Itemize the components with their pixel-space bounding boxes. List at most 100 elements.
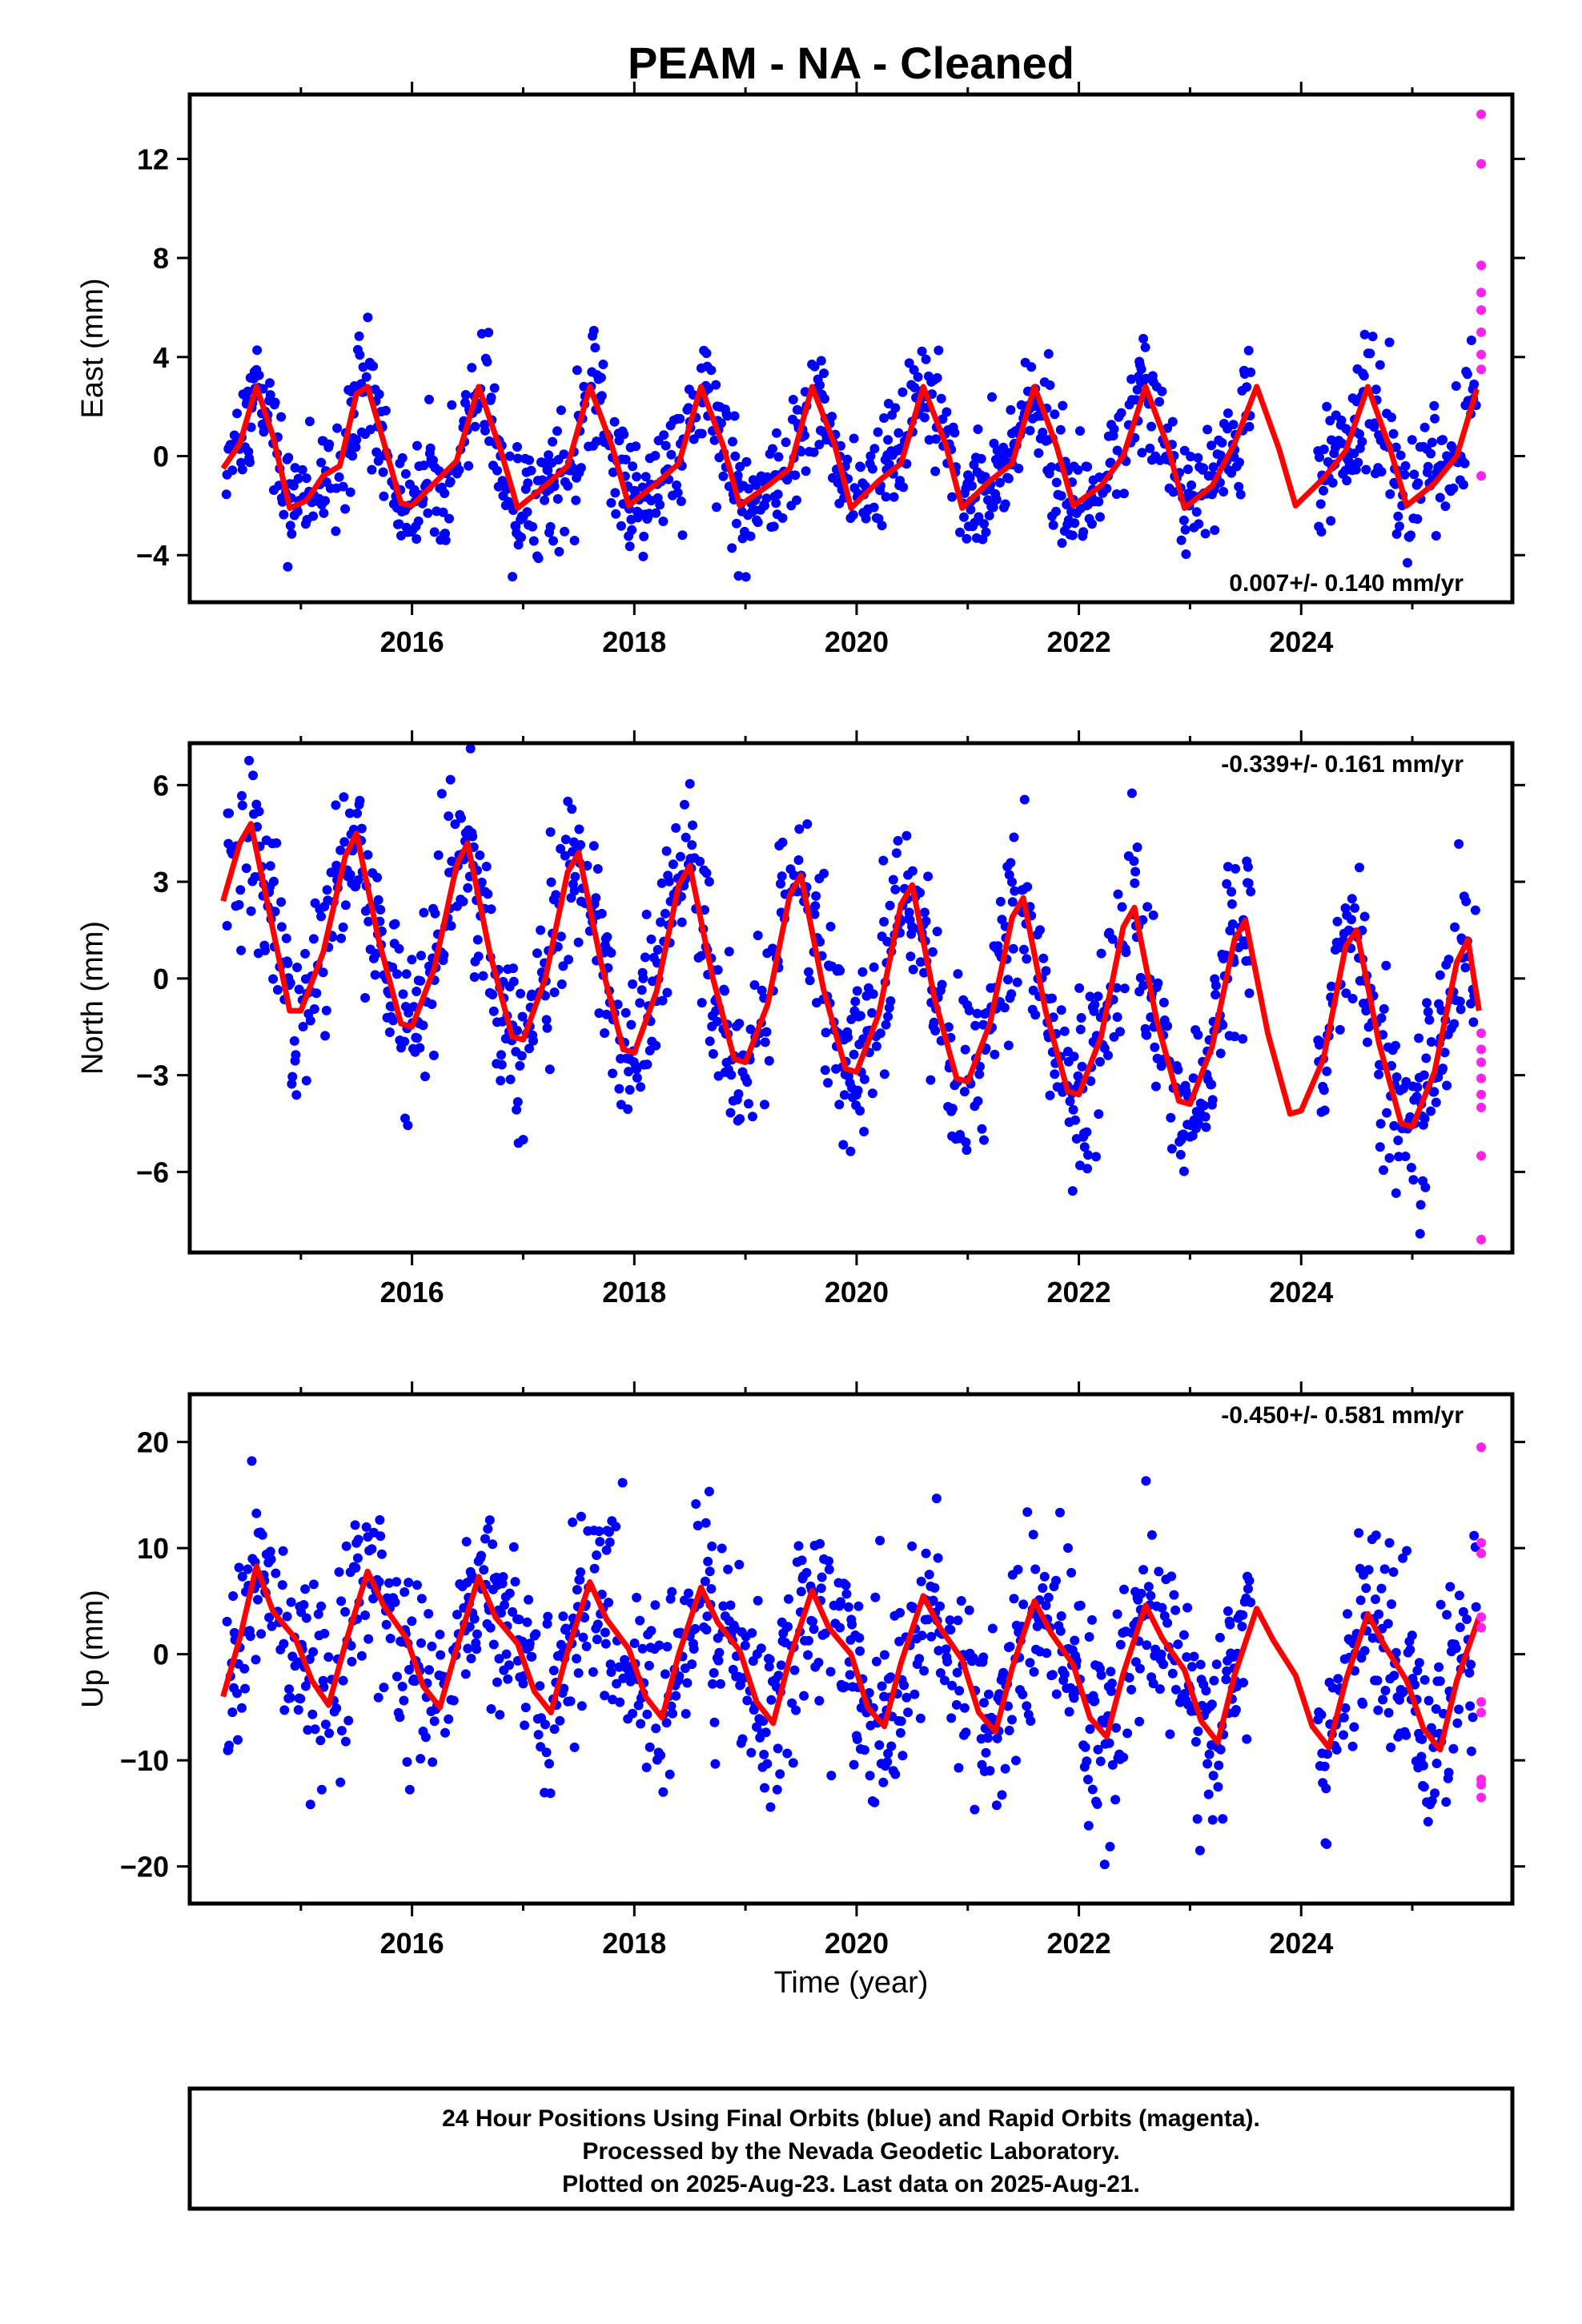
final-orbit-point bbox=[1469, 379, 1480, 389]
final-orbit-point bbox=[576, 1511, 586, 1522]
final-orbit-point bbox=[1106, 457, 1116, 468]
final-orbit-point bbox=[954, 1763, 964, 1773]
final-orbit-point bbox=[1450, 922, 1460, 932]
final-orbit-point bbox=[1070, 1635, 1080, 1646]
final-orbit-point bbox=[930, 1582, 940, 1593]
final-orbit-point bbox=[1003, 1040, 1014, 1051]
final-orbit-point bbox=[998, 1667, 1009, 1678]
final-orbit-point bbox=[614, 1662, 624, 1672]
final-orbit-point bbox=[1200, 1112, 1211, 1122]
final-orbit-point bbox=[1455, 996, 1465, 1007]
final-orbit-point bbox=[257, 1530, 267, 1540]
final-orbit-point bbox=[959, 512, 969, 522]
final-orbit-point bbox=[1188, 1073, 1199, 1084]
final-orbit-point bbox=[407, 955, 417, 965]
final-orbit-point bbox=[420, 1732, 431, 1743]
final-orbit-point bbox=[554, 546, 564, 557]
final-orbit-point bbox=[1039, 1571, 1050, 1582]
final-orbit-point bbox=[363, 312, 373, 323]
rapid-orbit-point bbox=[1476, 1538, 1487, 1548]
final-orbit-point bbox=[1359, 371, 1369, 381]
final-orbit-point bbox=[959, 1087, 970, 1097]
final-orbit-point bbox=[307, 1709, 318, 1719]
final-orbit-point bbox=[762, 1759, 773, 1769]
final-orbit-point bbox=[1136, 364, 1146, 375]
final-orbit-point bbox=[234, 899, 244, 910]
final-orbit-point bbox=[657, 995, 668, 1006]
final-orbit-point bbox=[1443, 1767, 1454, 1778]
final-orbit-point bbox=[467, 363, 477, 373]
final-orbit-point bbox=[1332, 916, 1343, 927]
final-orbit-point bbox=[1339, 1712, 1349, 1723]
final-orbit-point bbox=[1109, 424, 1119, 434]
final-orbit-point bbox=[742, 1695, 753, 1706]
final-orbit-point bbox=[523, 478, 533, 489]
final-orbit-point bbox=[642, 1059, 652, 1070]
final-orbit-point bbox=[1371, 1530, 1381, 1541]
final-orbit-point bbox=[1373, 1705, 1383, 1715]
final-orbit-point bbox=[942, 1656, 953, 1667]
final-orbit-point bbox=[390, 1597, 400, 1607]
final-orbit-point bbox=[632, 1072, 642, 1083]
final-orbit-point bbox=[1003, 473, 1014, 484]
final-orbit-point bbox=[390, 919, 400, 929]
final-orbit-point bbox=[853, 1601, 864, 1611]
final-orbit-point bbox=[987, 1623, 998, 1634]
final-orbit-point bbox=[399, 1695, 409, 1706]
final-orbit-point bbox=[1326, 516, 1336, 526]
final-orbit-point bbox=[962, 1145, 972, 1156]
final-orbit-point bbox=[1333, 1674, 1343, 1684]
final-orbit-point bbox=[885, 1672, 896, 1683]
final-orbit-point bbox=[901, 830, 912, 841]
final-orbit-point bbox=[873, 427, 883, 437]
final-orbit-point bbox=[1391, 1040, 1400, 1051]
final-orbit-point bbox=[819, 868, 829, 879]
final-orbit-point bbox=[335, 1777, 346, 1787]
final-orbit-point bbox=[1179, 445, 1190, 456]
final-orbit-point bbox=[1431, 1704, 1441, 1714]
final-orbit-point bbox=[835, 1622, 845, 1633]
final-orbit-point bbox=[461, 1537, 472, 1547]
final-orbit-point bbox=[1162, 1021, 1173, 1031]
final-orbit-point bbox=[1038, 953, 1049, 963]
final-orbit-point bbox=[1391, 1072, 1402, 1082]
rapid-orbit-point bbox=[1476, 349, 1487, 360]
final-orbit-point bbox=[1105, 1841, 1115, 1852]
final-orbit-point bbox=[1117, 902, 1127, 912]
rapid-orbit-point bbox=[1476, 471, 1487, 481]
final-orbit-point bbox=[320, 1031, 331, 1041]
final-orbit-point bbox=[353, 875, 363, 885]
final-orbit-point bbox=[992, 1733, 1002, 1743]
final-orbit-point bbox=[705, 1036, 715, 1047]
final-orbit-point bbox=[816, 1583, 826, 1594]
final-orbit-point bbox=[630, 486, 640, 497]
final-orbit-point bbox=[1355, 429, 1364, 439]
final-orbit-point bbox=[1170, 1605, 1181, 1615]
final-orbit-point bbox=[448, 1695, 459, 1706]
final-orbit-point bbox=[1154, 396, 1165, 407]
final-orbit-point bbox=[804, 1635, 813, 1646]
final-orbit-point bbox=[492, 465, 502, 476]
final-orbit-point bbox=[548, 1666, 559, 1675]
final-orbit-point bbox=[336, 1596, 347, 1606]
final-orbit-point bbox=[374, 389, 384, 400]
final-orbit-point bbox=[728, 436, 737, 447]
final-orbit-point bbox=[279, 1638, 289, 1649]
final-orbit-point bbox=[741, 572, 751, 582]
final-orbit-point bbox=[1391, 1188, 1401, 1198]
final-orbit-point bbox=[1387, 1599, 1396, 1610]
final-orbit-point bbox=[1399, 469, 1410, 480]
final-orbit-point bbox=[913, 372, 923, 382]
final-orbit-point bbox=[1243, 862, 1253, 872]
final-orbit-point bbox=[612, 999, 623, 1010]
final-orbit-point bbox=[1145, 443, 1155, 453]
final-orbit-point bbox=[610, 488, 620, 498]
final-orbit-point bbox=[545, 1788, 556, 1799]
final-orbit-point bbox=[1426, 1106, 1436, 1116]
final-orbit-point bbox=[1412, 514, 1423, 525]
final-orbit-point bbox=[969, 460, 979, 470]
final-orbit-point bbox=[315, 1735, 326, 1746]
final-orbit-point bbox=[632, 1064, 642, 1075]
final-orbit-point bbox=[439, 950, 449, 960]
final-orbit-point bbox=[512, 442, 522, 452]
